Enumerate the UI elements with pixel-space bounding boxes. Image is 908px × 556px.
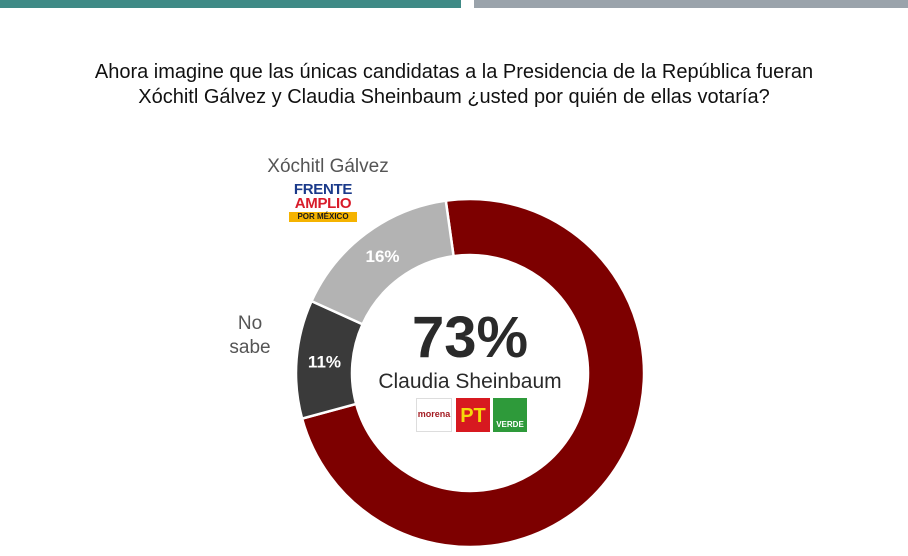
slice-claudia-sheinbaum <box>300 197 646 549</box>
frente-amplio-logo-line3: POR MÉXICO <box>289 212 357 222</box>
label-no-sabe-line1: No <box>237 313 263 334</box>
frente-amplio-logo-line2: AMPLIO <box>294 195 352 212</box>
morena-logo: morena <box>416 398 452 432</box>
center-percentage: 73% <box>411 305 529 370</box>
top-accent-bar-left <box>0 0 461 8</box>
slice-label-no-sabe: 11% <box>308 352 341 371</box>
chart-title-line-1: Ahora imagine que las únicas candidatas … <box>94 61 814 83</box>
label-xochitl-galvez: Xóchitl Gálvez <box>267 156 389 177</box>
top-accent-bar-right <box>474 0 908 8</box>
frente-amplio-logo-line1: FRENTE <box>293 181 353 198</box>
verde-logo: VERDE <box>493 398 527 432</box>
slice-xochitl-galvez <box>309 199 455 326</box>
pt-logo: PT <box>456 398 490 432</box>
center-candidate-name: Claudia Sheinbaum <box>378 370 562 393</box>
chart-title-line-2: Xóchitl Gálvez y Claudia Sheinbaum ¿uste… <box>138 86 770 108</box>
label-no-sabe: No sabe <box>220 312 280 360</box>
label-no-sabe-line2: sabe <box>229 337 271 358</box>
frente-amplio-logo: FRENTE AMPLIO POR MÉXICO <box>286 181 360 225</box>
chart-title: Ahora imagine que las únicas candidatas … <box>40 60 868 110</box>
slice-label-xochitl-galvez: 16% <box>366 247 400 266</box>
